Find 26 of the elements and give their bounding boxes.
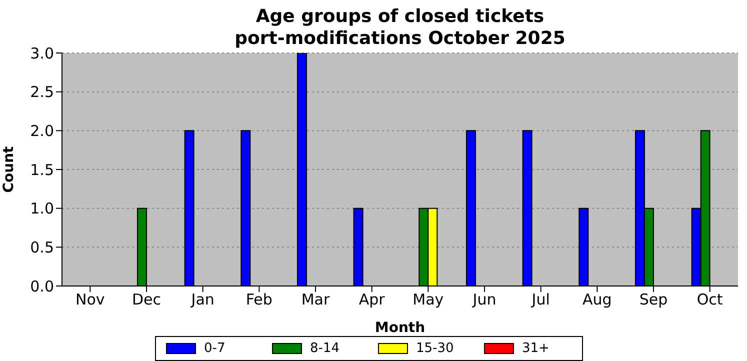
y-tick-label: 2.0 xyxy=(30,122,54,140)
x-tick-label: Jun xyxy=(472,290,496,309)
legend-label: 8-14 xyxy=(310,341,341,356)
x-tick-label: Feb xyxy=(246,290,272,309)
x-tick-label: May xyxy=(412,290,444,309)
x-tick-label: Jul xyxy=(530,290,550,309)
legend-label: 15-30 xyxy=(416,341,455,356)
y-tick-label: 3.0 xyxy=(30,44,54,62)
x-tick-label: Jan xyxy=(190,290,214,309)
legend-label: 31+ xyxy=(522,341,550,356)
y-axis-title: Count xyxy=(0,146,17,193)
y-tick-label: 2.5 xyxy=(30,83,54,102)
x-tick-label: Dec xyxy=(132,290,162,309)
x-tick-label: Aug xyxy=(582,290,612,309)
x-tick-label: Apr xyxy=(358,290,386,309)
y-tick-label: 1.0 xyxy=(30,200,54,218)
chart-title: Age groups of closed tickets port-modifications October 2025 xyxy=(234,5,566,49)
y-tick-label: 0.0 xyxy=(30,277,54,296)
x-tick-label: Mar xyxy=(301,290,330,309)
y-tick-label: 1.5 xyxy=(30,160,54,179)
x-tick-label: Nov xyxy=(76,290,105,309)
legend-label: 0-7 xyxy=(204,341,226,356)
x-axis-title: Month xyxy=(374,320,426,336)
x-tick-label: Oct xyxy=(696,290,723,309)
y-tick-label: 0.5 xyxy=(30,238,54,256)
x-tick-label: Sep xyxy=(639,290,668,309)
